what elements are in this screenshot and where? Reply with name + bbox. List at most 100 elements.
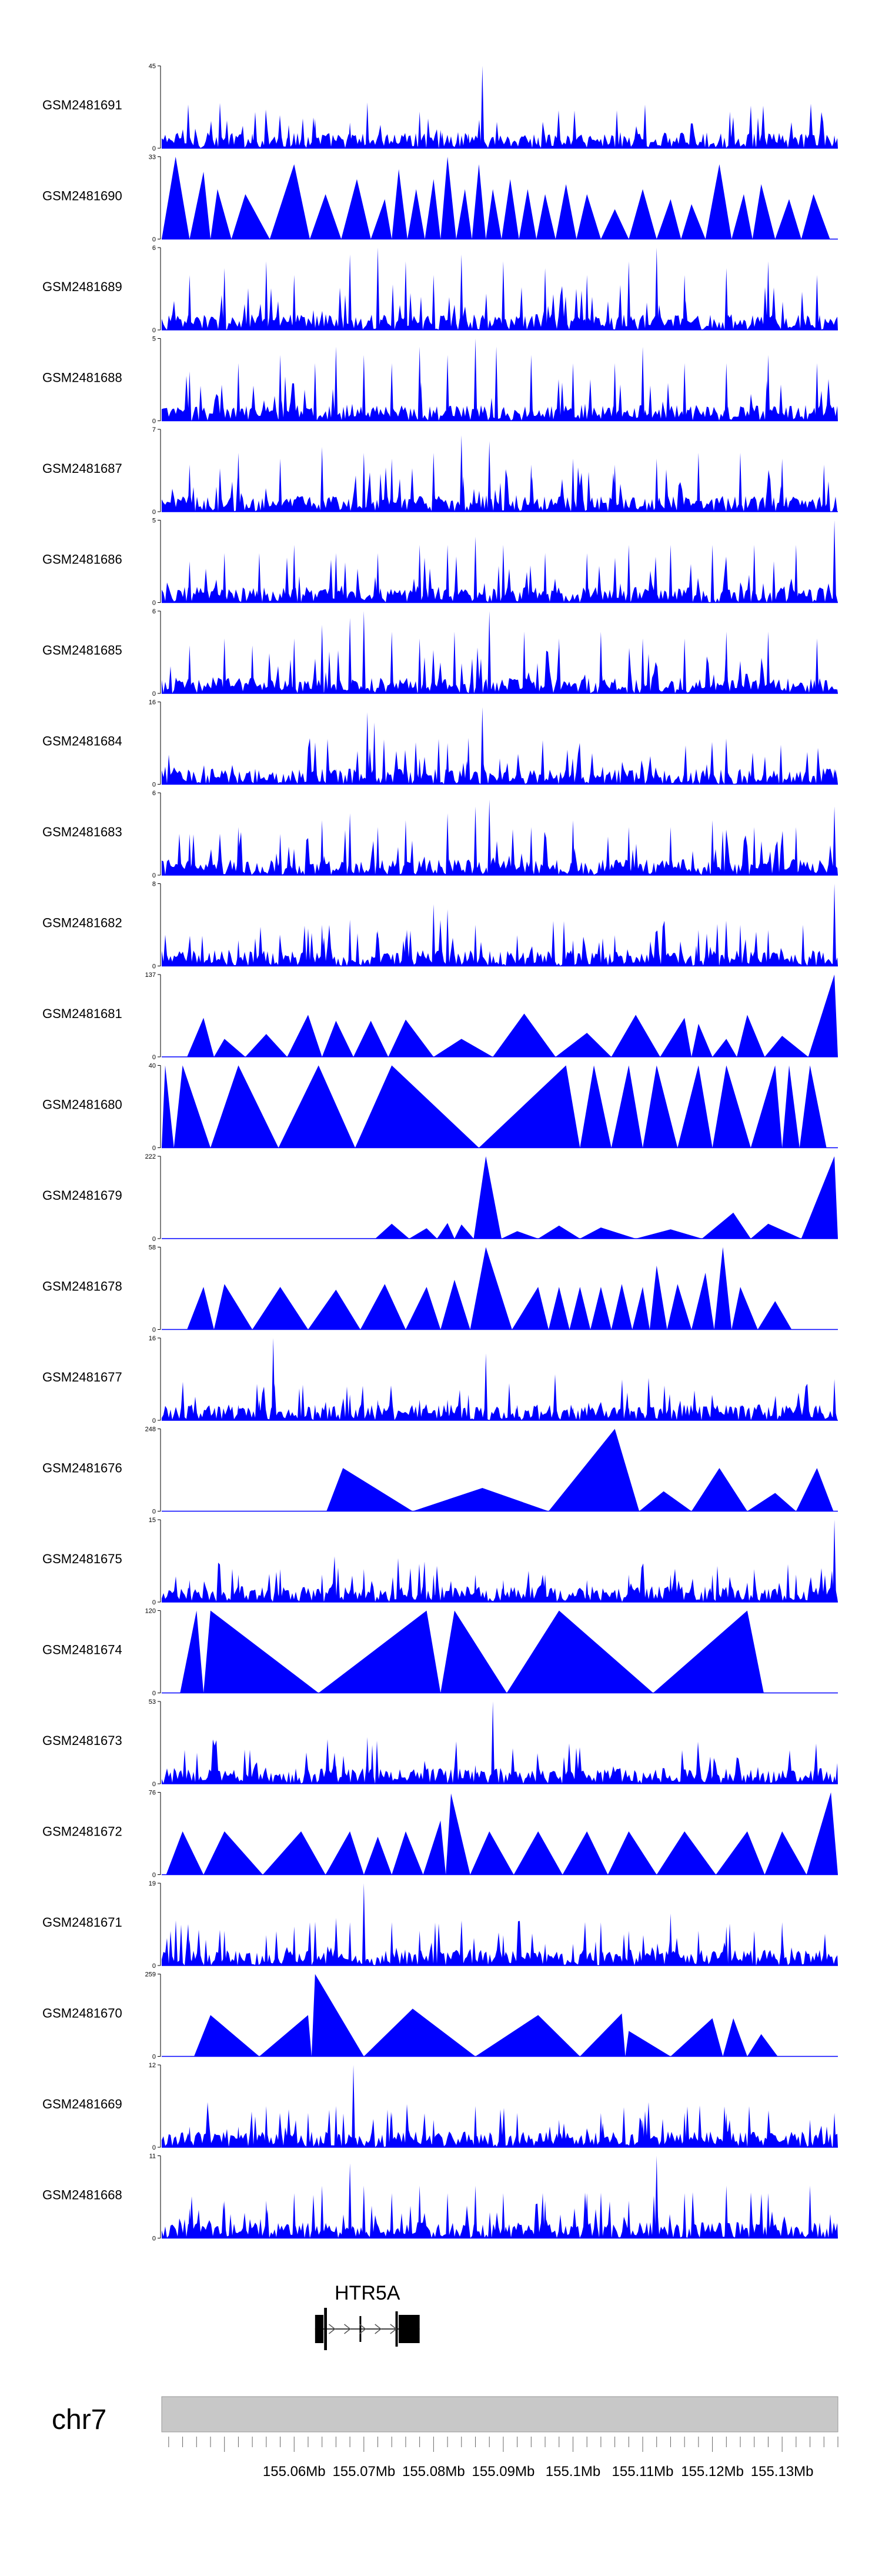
signal-peak — [569, 1287, 591, 1330]
y-axis-min-label: 0 — [152, 1781, 156, 1788]
signal-peak — [641, 346, 645, 421]
signal-peak — [365, 102, 369, 148]
signal-peak — [370, 1744, 375, 1784]
signal-peak — [752, 827, 756, 875]
signal-peak — [580, 1065, 612, 1148]
signal-peak — [538, 1225, 580, 1239]
signal-peak — [501, 1580, 505, 1602]
signal-peak — [470, 1247, 512, 1330]
y-axis-max-label: 120 — [145, 1608, 156, 1615]
signal-peak — [487, 799, 492, 875]
axis-tick-label: 155.1Mb — [546, 2464, 600, 2480]
signal-peak — [362, 1569, 366, 1602]
signal-peak — [250, 1776, 255, 1784]
signal-peak — [548, 1287, 570, 1330]
signal-peak — [724, 2185, 729, 2238]
signal-peak — [683, 363, 687, 421]
signal-peak — [529, 355, 533, 421]
signal-peak — [580, 1227, 636, 1239]
signal-peak — [833, 2113, 837, 2147]
axis-tick-label: 155.08Mb — [402, 2464, 465, 2480]
signal-background — [162, 648, 838, 693]
signal-peak — [543, 1574, 547, 1602]
signal-peak — [571, 363, 575, 421]
signal-peak — [681, 204, 706, 239]
y-axis-max-label: 6 — [152, 245, 156, 252]
signal-peak — [752, 1569, 756, 1602]
signal-peak — [571, 1407, 575, 1420]
signal-peak — [417, 545, 422, 603]
track-label: GSM2481676 — [42, 1461, 122, 1476]
signal-peak — [188, 1404, 192, 1420]
y-axis-min-label: 0 — [152, 1872, 156, 1879]
y-axis-max-label: 16 — [149, 1335, 156, 1342]
signal-peak — [417, 758, 422, 785]
signal-peak — [308, 1289, 360, 1330]
signal-peak — [487, 441, 492, 512]
signal-peak — [392, 1831, 423, 1875]
signal-peak — [222, 268, 226, 330]
signal-peak — [257, 553, 261, 603]
y-axis-min-label: 0 — [152, 2054, 156, 2061]
y-axis-min-label: 0 — [152, 782, 156, 789]
signal-peak — [571, 940, 575, 966]
signal-peak — [654, 459, 659, 512]
signal-peak — [231, 194, 270, 239]
signal-peak — [557, 2120, 561, 2147]
signal-peak — [446, 813, 450, 875]
signal-peak — [543, 268, 547, 330]
signal-peak — [376, 553, 380, 603]
coverage-track: GSM2481669 12 0 — [42, 2062, 838, 2151]
signal-peak — [213, 1039, 246, 1057]
gene-exon — [315, 2315, 324, 2343]
signal-peak — [360, 1284, 406, 1330]
signal-peak — [320, 1574, 324, 1602]
signal-peak — [571, 1944, 575, 1966]
y-axis-max-label: 11 — [149, 2153, 156, 2160]
signal-peak — [724, 632, 729, 693]
track-label: GSM2481690 — [42, 189, 122, 203]
axis-tick-label: 155.09Mb — [472, 2464, 535, 2480]
coverage-track: GSM2481679 222 0 — [42, 1153, 838, 1243]
signal-peak — [193, 2015, 259, 2057]
signal-peak — [571, 459, 575, 512]
signal-peak — [306, 1771, 310, 1784]
signal-peak — [607, 1831, 657, 1875]
signal-peak — [799, 1065, 827, 1148]
signal-peak — [512, 1287, 549, 1330]
gene-exon — [399, 2315, 420, 2343]
signal-background — [162, 920, 838, 966]
signal-peak — [363, 2008, 476, 2057]
signal-peak — [446, 2193, 450, 2238]
signal-peak — [750, 1065, 783, 1148]
y-axis-max-label: 40 — [149, 1063, 156, 1070]
signal-peak — [705, 164, 732, 239]
track-label: GSM2481685 — [42, 643, 122, 658]
signal-peak — [833, 1776, 837, 1784]
signal-peak — [794, 545, 798, 603]
y-axis-min-label: 0 — [152, 963, 156, 970]
signal-peak — [691, 1272, 714, 1330]
signal-peak — [611, 1015, 660, 1057]
signal-peak — [432, 1774, 436, 1784]
track-label: GSM2481683 — [42, 825, 122, 839]
coverage-track: GSM2481678 58 0 — [42, 1244, 838, 1334]
signal-peak — [459, 435, 463, 512]
signal-peak — [311, 1974, 364, 2057]
signal-peak — [822, 465, 826, 512]
signal-peak — [780, 459, 784, 512]
signal-peak — [585, 1580, 589, 1602]
signal-peak — [669, 1574, 673, 1602]
signal-peak — [362, 611, 366, 693]
signal-peak — [801, 925, 805, 966]
signal-peak — [833, 1379, 837, 1420]
signal-background — [162, 556, 838, 603]
signal-peak — [710, 545, 714, 603]
coverage-track: GSM2481685 6 0 — [42, 608, 838, 698]
coverage-track: GSM2481673 53 0 — [42, 1699, 838, 1788]
signal-peak — [613, 935, 617, 966]
signal-background — [162, 829, 838, 875]
signal-peak — [245, 1034, 288, 1057]
